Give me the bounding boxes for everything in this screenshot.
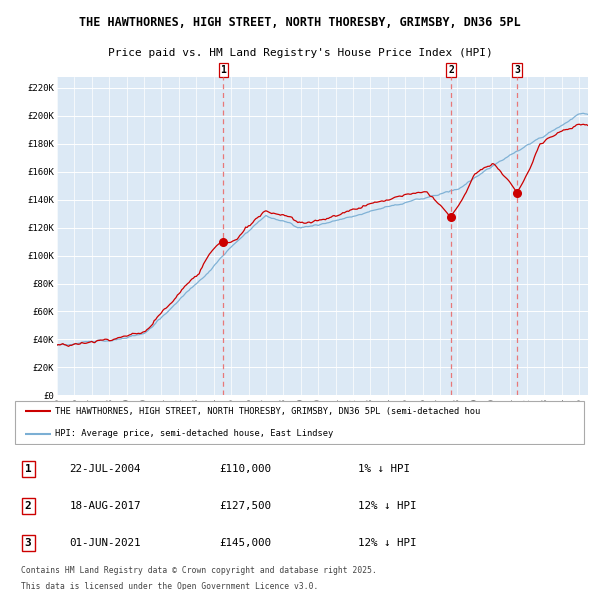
Text: THE HAWTHORNES, HIGH STREET, NORTH THORESBY, GRIMSBY, DN36 5PL: THE HAWTHORNES, HIGH STREET, NORTH THORE… <box>79 17 521 30</box>
Text: 12% ↓ HPI: 12% ↓ HPI <box>358 501 416 511</box>
Text: 1% ↓ HPI: 1% ↓ HPI <box>358 464 410 474</box>
Text: 3: 3 <box>25 537 32 548</box>
Text: 01-JUN-2021: 01-JUN-2021 <box>70 537 141 548</box>
Text: 2: 2 <box>448 65 454 75</box>
FancyBboxPatch shape <box>15 401 584 444</box>
Text: 1: 1 <box>25 464 32 474</box>
Text: HPI: Average price, semi-detached house, East Lindsey: HPI: Average price, semi-detached house,… <box>55 429 334 438</box>
Text: THE HAWTHORNES, HIGH STREET, NORTH THORESBY, GRIMSBY, DN36 5PL (semi-detached ho: THE HAWTHORNES, HIGH STREET, NORTH THORE… <box>55 407 481 416</box>
Text: £145,000: £145,000 <box>220 537 271 548</box>
Text: Contains HM Land Registry data © Crown copyright and database right 2025.: Contains HM Land Registry data © Crown c… <box>20 566 377 575</box>
Text: Price paid vs. HM Land Registry's House Price Index (HPI): Price paid vs. HM Land Registry's House … <box>107 48 493 58</box>
Text: 12% ↓ HPI: 12% ↓ HPI <box>358 537 416 548</box>
Text: £127,500: £127,500 <box>220 501 271 511</box>
Text: £110,000: £110,000 <box>220 464 271 474</box>
Text: 18-AUG-2017: 18-AUG-2017 <box>70 501 141 511</box>
Text: 3: 3 <box>514 65 520 75</box>
Text: 22-JUL-2004: 22-JUL-2004 <box>70 464 141 474</box>
Text: 2: 2 <box>25 501 32 511</box>
Text: 1: 1 <box>220 65 226 75</box>
Text: This data is licensed under the Open Government Licence v3.0.: This data is licensed under the Open Gov… <box>20 582 318 590</box>
